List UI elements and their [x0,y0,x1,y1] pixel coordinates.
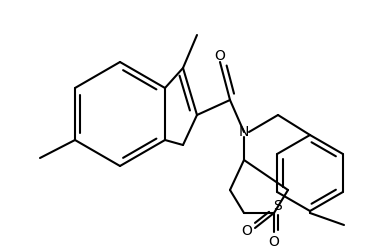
Text: O: O [214,49,225,63]
Text: O: O [241,224,252,238]
Text: N: N [239,125,249,139]
Text: S: S [274,199,282,213]
Text: O: O [269,235,279,249]
